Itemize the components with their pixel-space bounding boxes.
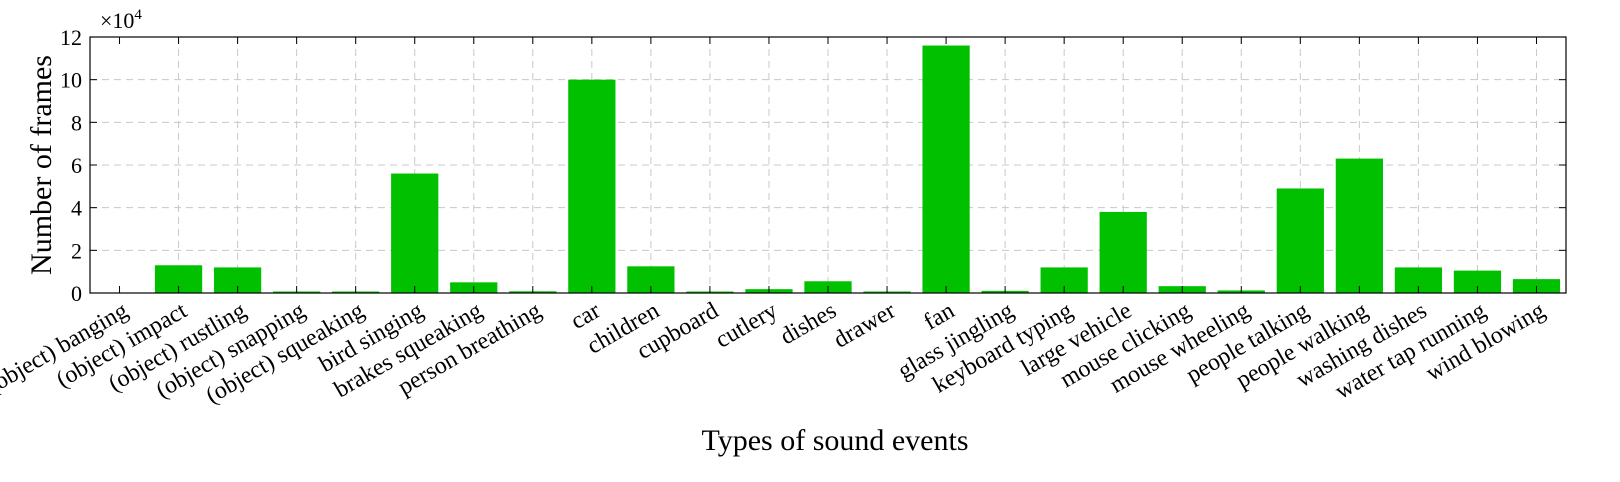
bar <box>1276 188 1324 293</box>
y-scale-multiplier: ×104 <box>100 7 142 33</box>
grid-lines <box>90 37 1566 293</box>
x-tick-label: dishes <box>776 298 841 351</box>
y-tick-label: 10 <box>60 68 82 93</box>
bar <box>922 45 970 294</box>
y-tick-label: 2 <box>71 238 82 263</box>
y-tick-label: 8 <box>71 110 82 135</box>
y-tick-label: 4 <box>71 196 82 221</box>
x-tick-label: drawer <box>829 298 900 354</box>
y-axis-label: Number of frames <box>25 55 58 275</box>
bar <box>1099 211 1147 293</box>
y-ticks: 0 2 4 6 8 10 12 <box>60 25 1566 306</box>
y-tick-label: 12 <box>60 25 82 50</box>
x-axis-label: Types of sound events <box>701 424 968 457</box>
bar <box>568 79 616 294</box>
bar <box>391 173 439 293</box>
y-tick-label: 0 <box>71 281 82 306</box>
bar <box>1453 270 1502 293</box>
x-tick-label: cutlery <box>711 298 782 354</box>
y-tick-label: 6 <box>71 153 82 178</box>
bar <box>1335 158 1383 293</box>
